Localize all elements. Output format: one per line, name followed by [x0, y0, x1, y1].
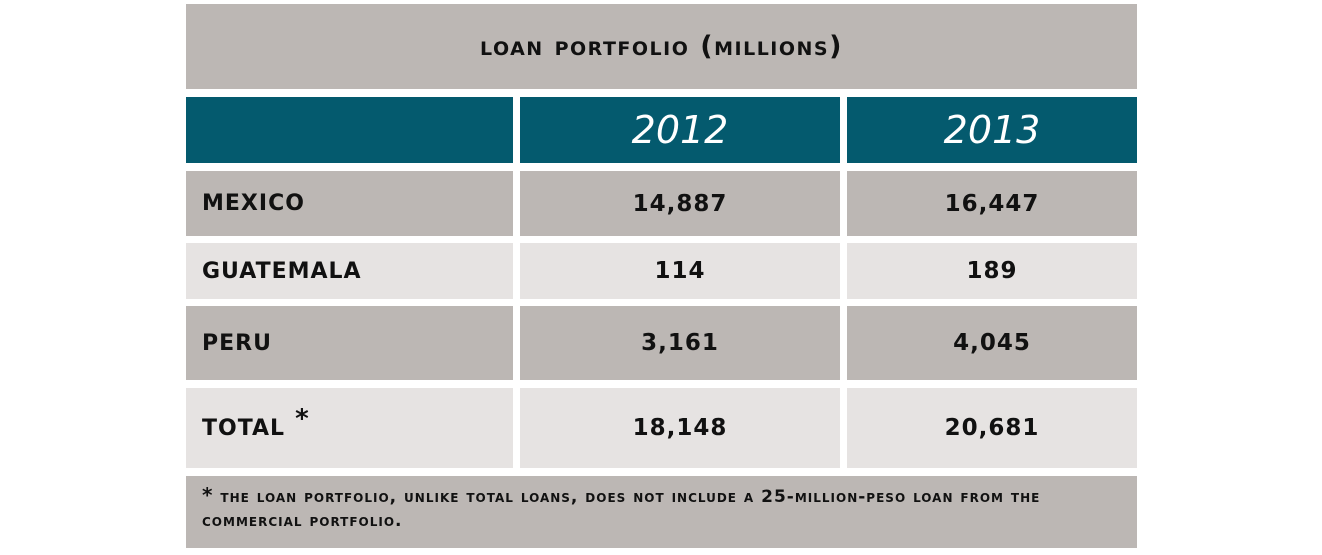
cell-guatemala-2013: 189	[847, 243, 1137, 299]
row-label-mexico: MEXICO	[186, 171, 513, 236]
row-label-text: GUATEMALA	[202, 258, 362, 284]
cell-guatemala-2012: 114	[520, 243, 840, 299]
row-label-text: MEXICO	[202, 191, 305, 216]
cell-total-2012: 18,148	[520, 388, 840, 468]
footnote-text: THE LOAN PORTFOLIO, UNLIKE TOTAL LOANS, …	[202, 487, 1041, 531]
row-label-total: TOTAL *	[186, 388, 513, 468]
footnote: * THE LOAN PORTFOLIO, UNLIKE TOTAL LOANS…	[186, 476, 1137, 548]
footnote-marker: *	[202, 483, 214, 507]
row-label-text: PERU	[202, 330, 272, 356]
table-title: LOAN PORTFOLIO (MILLIONS)	[480, 31, 843, 62]
row-label-text: TOTAL	[202, 415, 286, 441]
row-label-guatemala: GUATEMALA	[186, 243, 513, 299]
cell-mexico-2012: 14,887	[520, 171, 840, 236]
row-label-peru: PERU	[186, 306, 513, 380]
cell-total-2013: 20,681	[847, 388, 1137, 468]
header-year-2012: 2012	[520, 97, 840, 163]
table-title-bar: LOAN PORTFOLIO (MILLIONS)	[186, 4, 1137, 89]
cell-peru-2013: 4,045	[847, 306, 1137, 380]
cell-peru-2012: 3,161	[520, 306, 840, 380]
header-label-cell	[186, 97, 513, 163]
total-asterisk: *	[295, 404, 310, 434]
header-year-2013: 2013	[847, 97, 1137, 163]
cell-mexico-2013: 16,447	[847, 171, 1137, 236]
